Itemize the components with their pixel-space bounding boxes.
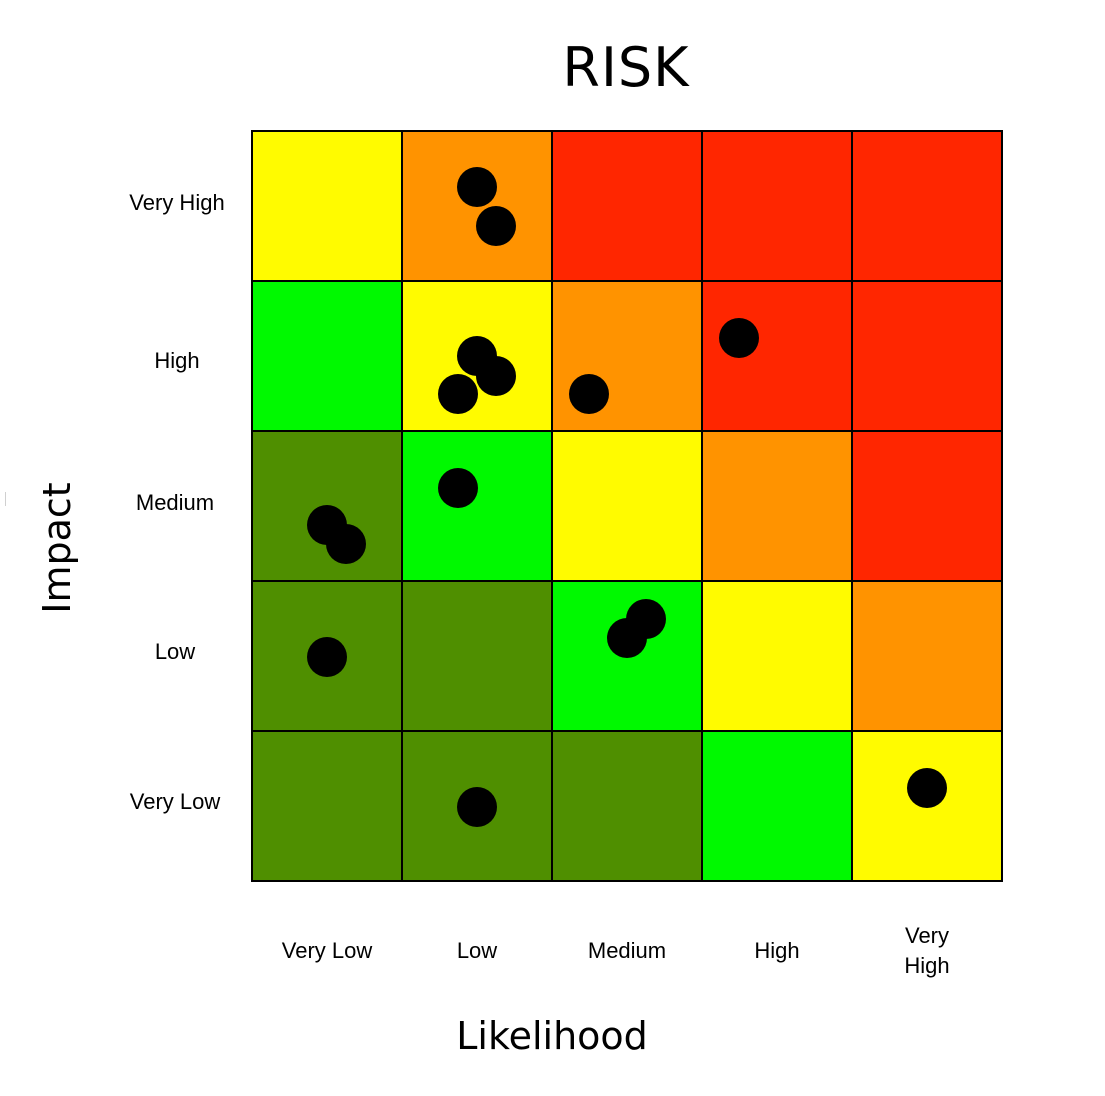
matrix-cell-medium-impact-low-likelihood — [401, 430, 553, 582]
risk-point-marker[interactable] — [569, 374, 609, 414]
matrix-cell-medium-impact-very-high-likelihood — [851, 430, 1003, 582]
risk-point-marker[interactable] — [438, 374, 478, 414]
matrix-cell-very-low-impact-very-low-likelihood — [251, 730, 403, 882]
x-tick-label-line: High — [754, 938, 800, 963]
y-tick-label: Very Low — [129, 789, 221, 814]
y-tick-label: High — [154, 348, 200, 373]
y-tick-label: Low — [154, 639, 196, 664]
x-axis-label: Likelihood — [456, 1014, 648, 1058]
risk-point-marker[interactable] — [719, 318, 759, 358]
x-tick-label: Very Low — [252, 936, 402, 966]
x-tick-label-line: High — [904, 953, 950, 978]
matrix-cell-low-impact-high-likelihood — [701, 580, 853, 732]
x-tick-label-line: Very — [904, 923, 950, 948]
x-tick-label: Very High — [852, 921, 1002, 981]
y-tick-label: Medium — [135, 490, 215, 515]
risk-point-marker[interactable] — [438, 468, 478, 508]
x-tick-label: Medium — [552, 936, 702, 966]
matrix-cell-medium-impact-medium-likelihood — [551, 430, 703, 582]
chart-title: RISK — [562, 36, 690, 99]
matrix-cell-low-impact-low-likelihood — [401, 580, 553, 732]
risk-point-marker[interactable] — [907, 768, 947, 808]
x-tick-label-line: Medium — [587, 938, 667, 963]
matrix-cell-medium-impact-high-likelihood — [701, 430, 853, 582]
risk-point-marker[interactable] — [476, 356, 516, 396]
y-tick-label: Very High — [129, 190, 225, 215]
x-tick-label: High — [702, 936, 852, 966]
y-axis-label: Impact — [35, 482, 79, 614]
matrix-cell-very-high-impact-high-likelihood — [701, 130, 853, 282]
risk-point-marker[interactable] — [607, 618, 647, 658]
matrix-cell-high-impact-very-high-likelihood — [851, 280, 1003, 432]
risk-point-marker[interactable] — [457, 787, 497, 827]
matrix-cell-very-low-impact-very-high-likelihood — [851, 730, 1003, 882]
matrix-cell-very-high-impact-very-low-likelihood — [251, 130, 403, 282]
x-tick-label-line: Very Low — [281, 938, 373, 963]
matrix-cell-very-low-impact-high-likelihood — [701, 730, 853, 882]
risk-point-marker[interactable] — [457, 167, 497, 207]
matrix-cell-high-impact-very-low-likelihood — [251, 280, 403, 432]
risk-matrix-grid — [251, 130, 1003, 882]
matrix-cell-high-impact-high-likelihood — [701, 280, 853, 432]
matrix-cell-low-impact-very-high-likelihood — [851, 580, 1003, 732]
matrix-cell-very-high-impact-very-high-likelihood — [851, 130, 1003, 282]
risk-point-marker[interactable] — [326, 524, 366, 564]
matrix-cell-very-high-impact-medium-likelihood — [551, 130, 703, 282]
risk-point-marker[interactable] — [307, 637, 347, 677]
risk-point-marker[interactable] — [476, 206, 516, 246]
edge-artifact — [5, 492, 6, 506]
matrix-cell-very-low-impact-medium-likelihood — [551, 730, 703, 882]
x-tick-label-line: Low — [456, 938, 498, 963]
x-tick-label: Low — [402, 936, 552, 966]
